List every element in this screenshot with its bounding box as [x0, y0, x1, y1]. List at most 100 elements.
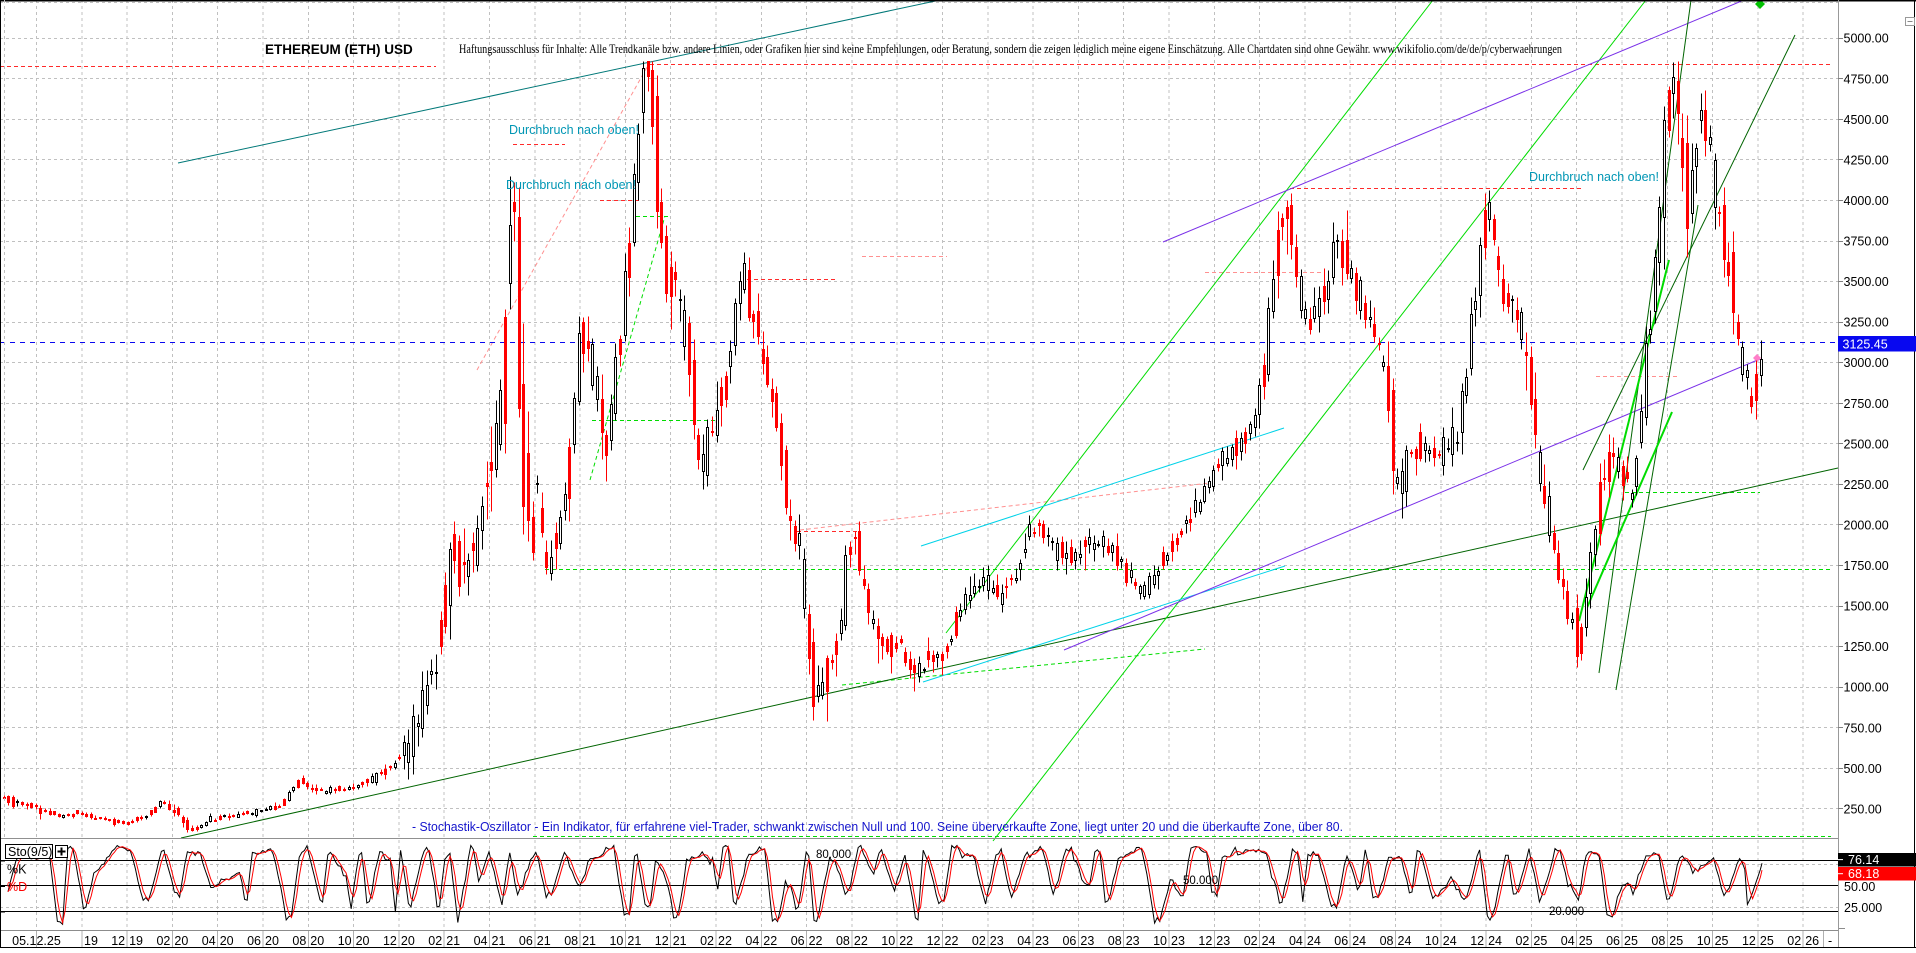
- svg-text:68.18: 68.18: [1848, 867, 1879, 881]
- svg-text:25: 25: [1760, 934, 1774, 948]
- svg-text:10: 10: [338, 934, 352, 948]
- svg-text:4750.00: 4750.00: [1844, 72, 1889, 86]
- svg-text:50.000: 50.000: [1183, 875, 1218, 887]
- svg-text:23: 23: [1080, 934, 1094, 948]
- svg-text:10: 10: [1153, 934, 1167, 948]
- svg-text:08: 08: [1380, 934, 1394, 948]
- svg-text:05.12.25: 05.12.25: [12, 934, 61, 948]
- svg-text:19: 19: [129, 934, 143, 948]
- svg-text:23: 23: [1126, 934, 1140, 948]
- svg-text:04: 04: [1289, 934, 1303, 948]
- svg-text:02: 02: [1515, 934, 1529, 948]
- svg-text:4500.00: 4500.00: [1844, 113, 1889, 127]
- svg-text:21: 21: [582, 934, 596, 948]
- svg-text:25: 25: [1669, 934, 1683, 948]
- svg-text:04: 04: [745, 934, 759, 948]
- svg-text:24: 24: [1443, 934, 1457, 948]
- svg-text:21: 21: [446, 934, 460, 948]
- svg-text:25: 25: [1624, 934, 1638, 948]
- svg-text:%D: %D: [7, 880, 27, 894]
- svg-text:20: 20: [220, 934, 234, 948]
- svg-text:24: 24: [1398, 934, 1412, 948]
- svg-text:02: 02: [156, 934, 170, 948]
- svg-text:04: 04: [202, 934, 216, 948]
- svg-text:23: 23: [990, 934, 1004, 948]
- svg-text:Durchbruch nach oben!: Durchbruch nach oben!: [1529, 170, 1659, 184]
- svg-text:- Stochastik-Oszillator - Ein: - Stochastik-Oszillator - Ein Indikator,…: [412, 819, 1343, 834]
- svg-text:02: 02: [1244, 934, 1258, 948]
- svg-text:250.00: 250.00: [1844, 802, 1882, 816]
- svg-text:%K: %K: [7, 863, 27, 877]
- svg-text:2250.00: 2250.00: [1844, 478, 1889, 492]
- svg-text:06: 06: [247, 934, 261, 948]
- svg-text:12: 12: [1742, 934, 1756, 948]
- svg-text:08: 08: [1108, 934, 1122, 948]
- svg-text:22: 22: [854, 934, 868, 948]
- svg-text:5000.00: 5000.00: [1844, 32, 1889, 46]
- svg-text:12: 12: [383, 934, 397, 948]
- svg-text:-: -: [1828, 934, 1832, 948]
- svg-text:20: 20: [310, 934, 324, 948]
- svg-text:4250.00: 4250.00: [1844, 153, 1889, 167]
- svg-text:24: 24: [1352, 934, 1366, 948]
- svg-text:76.14: 76.14: [1848, 853, 1879, 867]
- svg-text:04: 04: [1017, 934, 1031, 948]
- svg-text:23: 23: [1035, 934, 1049, 948]
- svg-text:2750.00: 2750.00: [1844, 397, 1889, 411]
- svg-text:22: 22: [945, 934, 959, 948]
- svg-text:Durchbruch nach oben!: Durchbruch nach oben!: [509, 123, 639, 137]
- svg-text:22: 22: [763, 934, 777, 948]
- svg-text:21: 21: [627, 934, 641, 948]
- svg-text:3000.00: 3000.00: [1844, 356, 1889, 370]
- svg-text:08: 08: [1651, 934, 1665, 948]
- svg-text:25: 25: [1579, 934, 1593, 948]
- svg-text:06: 06: [791, 934, 805, 948]
- svg-text:2500.00: 2500.00: [1844, 437, 1889, 451]
- svg-text:Durchbruch nach oben!: Durchbruch nach oben!: [506, 178, 636, 192]
- svg-text:2000.00: 2000.00: [1844, 518, 1889, 532]
- svg-text:21: 21: [537, 934, 551, 948]
- svg-text:Haftungsausschluss für Inhalte: Haftungsausschluss für Inhalte: Alle Tre…: [459, 42, 1563, 56]
- svg-text:19: 19: [84, 934, 98, 948]
- svg-text:02: 02: [972, 934, 986, 948]
- svg-text:80.000: 80.000: [816, 849, 851, 861]
- svg-text:26: 26: [1805, 934, 1819, 948]
- svg-text:750.00: 750.00: [1844, 721, 1882, 735]
- svg-text:10: 10: [1697, 934, 1711, 948]
- svg-text:06: 06: [1062, 934, 1076, 948]
- svg-text:08: 08: [292, 934, 306, 948]
- svg-text:02: 02: [700, 934, 714, 948]
- svg-text:10: 10: [881, 934, 895, 948]
- svg-text:20: 20: [174, 934, 188, 948]
- svg-text:24: 24: [1262, 934, 1276, 948]
- svg-text:20.000: 20.000: [1549, 906, 1584, 918]
- svg-text:12: 12: [1470, 934, 1484, 948]
- svg-text:06: 06: [519, 934, 533, 948]
- svg-text:1500.00: 1500.00: [1844, 600, 1889, 614]
- svg-text:12: 12: [655, 934, 669, 948]
- svg-text:24: 24: [1488, 934, 1502, 948]
- svg-text:1250.00: 1250.00: [1844, 640, 1889, 654]
- svg-text:10: 10: [1425, 934, 1439, 948]
- svg-text:23: 23: [1171, 934, 1185, 948]
- svg-text:08: 08: [564, 934, 578, 948]
- svg-text:3750.00: 3750.00: [1844, 235, 1889, 249]
- svg-text:22: 22: [899, 934, 913, 948]
- svg-text:10: 10: [609, 934, 623, 948]
- svg-text:21: 21: [492, 934, 506, 948]
- svg-text:23: 23: [1216, 934, 1230, 948]
- svg-text:25.000: 25.000: [1844, 901, 1882, 915]
- svg-text:20: 20: [401, 934, 415, 948]
- svg-text:25: 25: [1715, 934, 1729, 948]
- svg-text:3500.00: 3500.00: [1844, 275, 1889, 289]
- svg-text:06: 06: [1334, 934, 1348, 948]
- svg-text:1750.00: 1750.00: [1844, 559, 1889, 573]
- svg-text:3250.00: 3250.00: [1844, 316, 1889, 330]
- svg-text:12: 12: [111, 934, 125, 948]
- svg-text:3125.45: 3125.45: [1843, 338, 1888, 352]
- svg-text:22: 22: [809, 934, 823, 948]
- svg-text:12: 12: [1198, 934, 1212, 948]
- svg-text:21: 21: [673, 934, 687, 948]
- svg-text:20: 20: [265, 934, 279, 948]
- svg-text:1000.00: 1000.00: [1844, 681, 1889, 695]
